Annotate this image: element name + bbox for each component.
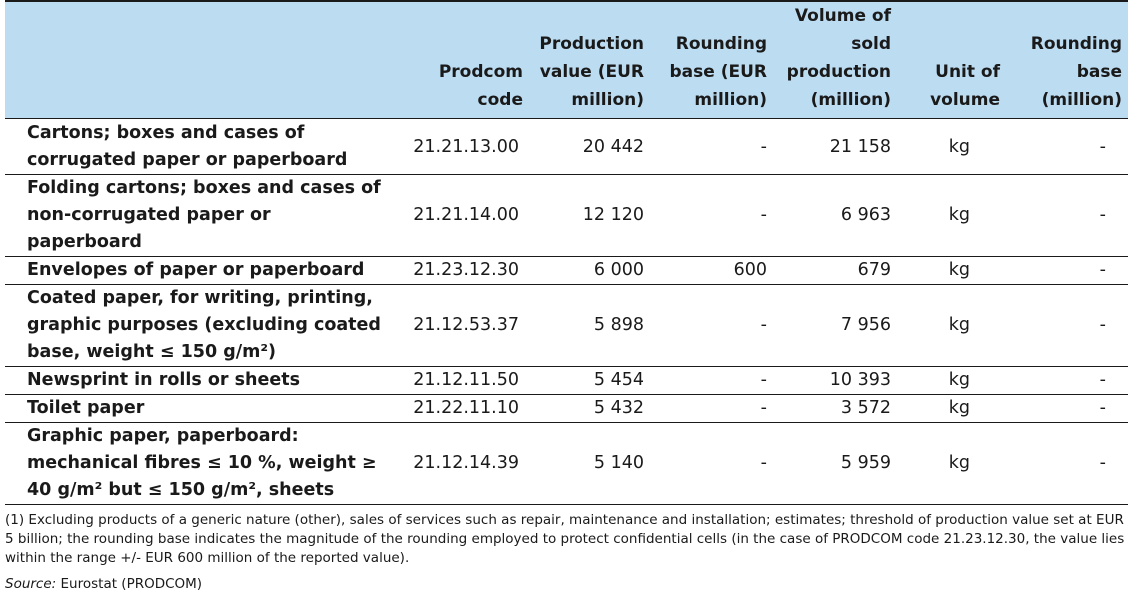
- footnote: (1) Excluding products of a generic natu…: [5, 512, 1125, 566]
- row-volume: 3 572: [840, 398, 891, 418]
- source-line: Source: Eurostat (PRODCOM): [5, 576, 1133, 592]
- table-row: Graphic paper, paperboard: mechanical fi…: [5, 423, 1128, 505]
- header-cell-code: Prodcom code: [397, 1, 529, 119]
- row-unit: kg: [948, 205, 970, 225]
- row-label: Graphic paper, paperboard: mechanical fi…: [27, 426, 377, 500]
- row-rounding-eur: -: [760, 205, 767, 225]
- row-code: 21.22.11.10: [413, 398, 519, 418]
- row-code: 21.12.53.37: [413, 315, 519, 335]
- header-row: Prodcom code Production value (EUR milli…: [5, 1, 1128, 119]
- row-rounding-vol: -: [1099, 260, 1106, 280]
- row-volume: 7 956: [840, 315, 891, 335]
- row-unit: kg: [948, 370, 970, 390]
- header-cell-rounding-eur: Rounding base (EUR million): [650, 1, 773, 119]
- row-label: Coated paper, for writing, printing, gra…: [27, 288, 381, 362]
- header-cell-value: Production value (EUR million): [529, 1, 650, 119]
- row-rounding-eur: -: [760, 453, 767, 473]
- row-unit: kg: [948, 398, 970, 418]
- row-label: Newsprint in rolls or sheets: [27, 370, 301, 390]
- header-cell-volume: Volume of sold production (million): [773, 1, 897, 119]
- table-row: Newsprint in rolls or sheets 21.12.11.50 5…: [5, 367, 1128, 395]
- table-row: Envelopes of paper or paperboard 21.23.12…: [5, 257, 1128, 285]
- row-code: 21.21.14.00: [413, 205, 519, 225]
- row-volume: 679: [857, 260, 891, 280]
- row-code: 21.12.14.39: [413, 453, 519, 473]
- row-unit: kg: [948, 136, 970, 157]
- row-code: 21.23.12.30: [413, 260, 519, 280]
- row-code: 21.21.13.00: [413, 136, 519, 157]
- row-production-value: 20 442: [582, 136, 644, 157]
- table-body: Cartons; boxes and cases of corrugated p…: [5, 119, 1128, 505]
- row-production-value: 12 120: [582, 205, 644, 225]
- source-text: Eurostat (PRODCOM): [60, 576, 203, 592]
- header-cell-rounding-vol: Rounding base (million): [1006, 1, 1128, 119]
- row-production-value: 5 432: [593, 398, 644, 418]
- row-rounding-eur: -: [760, 398, 767, 418]
- row-volume: 10 393: [829, 370, 891, 390]
- row-volume: 5 959: [840, 453, 891, 473]
- table-row: Coated paper, for writing, printing, gra…: [5, 285, 1128, 367]
- row-volume: 6 963: [840, 205, 891, 225]
- data-table: Prodcom code Production value (EUR milli…: [5, 0, 1128, 505]
- row-label: Cartons; boxes and cases of corrugated p…: [27, 123, 348, 170]
- row-rounding-eur: -: [760, 370, 767, 390]
- row-rounding-vol: -: [1099, 398, 1106, 418]
- row-unit: kg: [948, 315, 970, 335]
- row-unit: kg: [948, 260, 970, 280]
- row-rounding-eur: -: [760, 315, 767, 335]
- table-row: Folding cartons; boxes and cases of non-…: [5, 175, 1128, 257]
- header-cell-label: [5, 1, 397, 119]
- row-rounding-eur: 600: [733, 260, 767, 280]
- row-production-value: 5 140: [593, 453, 644, 473]
- row-production-value: 6 000: [593, 260, 644, 280]
- row-rounding-vol: -: [1099, 453, 1106, 473]
- source-label: Source:: [5, 576, 57, 592]
- row-label: Envelopes of paper or paperboard: [27, 260, 365, 280]
- row-production-value: 5 454: [593, 370, 644, 390]
- header-cell-unit: Unit of volume: [897, 1, 1006, 119]
- row-production-value: 5 898: [593, 315, 644, 335]
- row-rounding-vol: -: [1099, 370, 1106, 390]
- row-label: Folding cartons; boxes and cases of non-…: [27, 178, 381, 252]
- row-unit: kg: [948, 453, 970, 473]
- table-row: Cartons; boxes and cases of corrugated p…: [5, 119, 1128, 175]
- row-label: Toilet paper: [27, 398, 145, 418]
- table-row: Toilet paper 21.22.11.10 5 432 - 3 572 kg -: [5, 395, 1128, 423]
- row-volume: 21 158: [829, 136, 891, 157]
- row-rounding-vol: -: [1099, 136, 1106, 157]
- row-rounding-vol: -: [1099, 205, 1106, 225]
- row-rounding-vol: -: [1099, 315, 1106, 335]
- row-rounding-eur: -: [760, 136, 767, 157]
- row-code: 21.12.11.50: [413, 370, 519, 390]
